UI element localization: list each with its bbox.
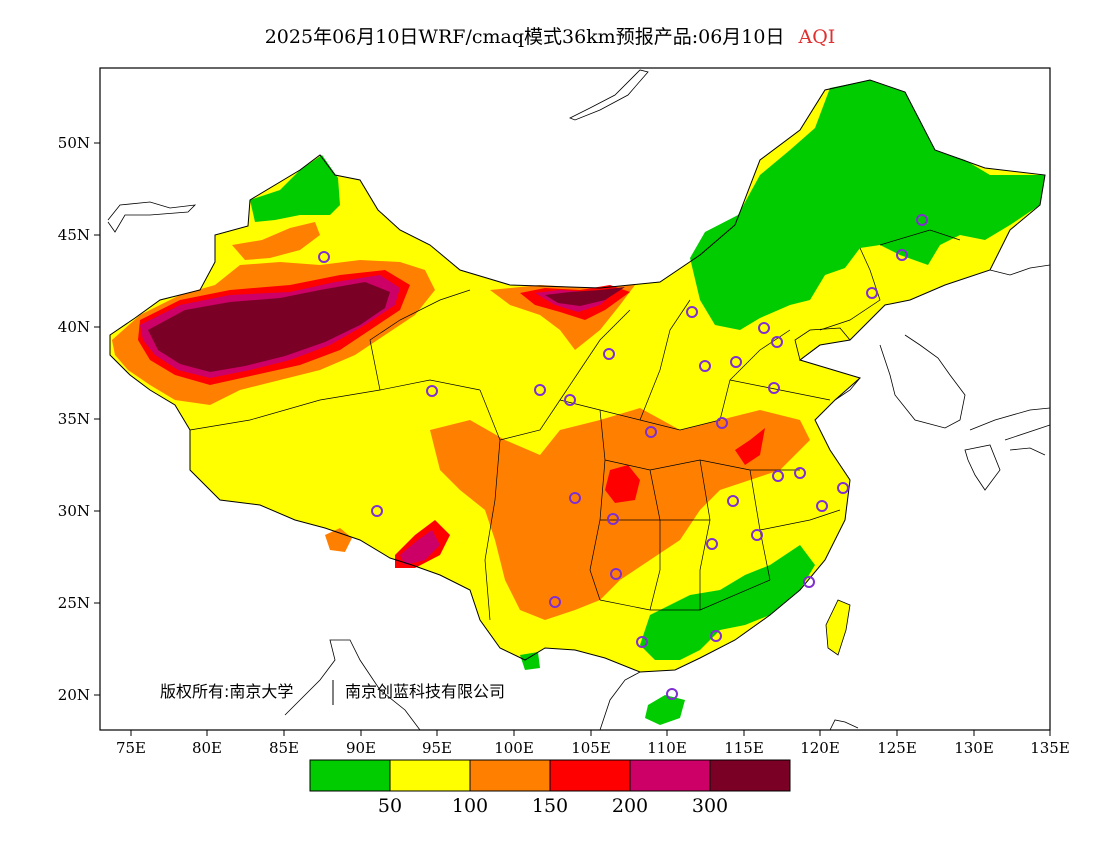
x-tick-label: 95E bbox=[422, 739, 452, 757]
station-marker bbox=[727, 495, 739, 507]
station-marker bbox=[758, 322, 770, 334]
title-text: 2025年06月10日WRF/cmaq模式36km预报产品:06月10日 bbox=[264, 26, 785, 48]
title-variable: AQI bbox=[798, 26, 836, 48]
station-marker bbox=[645, 426, 657, 438]
legend-swatch bbox=[709, 759, 791, 792]
station-marker bbox=[768, 382, 780, 394]
x-tick-label: 125E bbox=[877, 739, 917, 757]
station-marker bbox=[569, 492, 581, 504]
aqi-hazardous-gansu bbox=[545, 287, 625, 306]
coastlines bbox=[107, 69, 1050, 730]
x-tick-label: 105E bbox=[571, 739, 611, 757]
map-title: 2025年06月10日WRF/cmaq模式36km预报产品:06月10日 AQI bbox=[0, 22, 1100, 49]
station-marker bbox=[896, 249, 908, 261]
aqi-unhealthy-hubei bbox=[735, 428, 765, 465]
station-marker bbox=[866, 287, 878, 299]
credit-company: 南京创蓝科技有限公司 bbox=[345, 682, 505, 701]
legend-label: 100 bbox=[452, 795, 488, 817]
station-marker bbox=[803, 576, 815, 588]
aqi-good-yunnan bbox=[520, 652, 540, 670]
x-tick-label: 120E bbox=[800, 739, 840, 757]
legend-swatch bbox=[549, 759, 631, 792]
station-marker bbox=[794, 467, 806, 479]
legend-swatch bbox=[629, 759, 711, 792]
legend-label: 300 bbox=[692, 795, 728, 817]
station-marker bbox=[607, 513, 619, 525]
aqi-good-south bbox=[640, 545, 815, 660]
station-marker bbox=[686, 306, 698, 318]
taiwan-region bbox=[825, 599, 851, 656]
aqi-good-northwest bbox=[250, 155, 340, 222]
y-tick-label: 30N bbox=[58, 502, 90, 520]
station-marker bbox=[564, 394, 576, 406]
aqi-unhealthy-chongqing bbox=[605, 465, 640, 503]
station-marker bbox=[837, 482, 849, 494]
x-tick-label: 100E bbox=[494, 739, 534, 757]
x-tick-label: 80E bbox=[192, 739, 222, 757]
station-marker bbox=[534, 384, 546, 396]
map-frame bbox=[99, 67, 1051, 731]
station-marker bbox=[772, 470, 784, 482]
x-tick-label: 85E bbox=[269, 739, 299, 757]
legend-colorbar bbox=[309, 759, 791, 792]
y-tick-label: 20N bbox=[58, 686, 90, 704]
station-marker bbox=[816, 500, 828, 512]
station-marker bbox=[426, 385, 438, 397]
legend-swatch bbox=[309, 759, 391, 792]
y-tick-label: 45N bbox=[58, 226, 90, 244]
legend-swatch bbox=[469, 759, 551, 792]
legend-swatch bbox=[389, 759, 471, 792]
station-marker bbox=[610, 568, 622, 580]
aqi-sensitive-tibet bbox=[325, 528, 352, 552]
station-marker bbox=[318, 251, 330, 263]
aqi-sensitive-sichuan bbox=[430, 408, 810, 620]
station-marker bbox=[916, 214, 928, 226]
station-marker bbox=[751, 529, 763, 541]
station-marker bbox=[730, 356, 742, 368]
legend-label: 50 bbox=[378, 795, 402, 817]
x-axis bbox=[130, 730, 1051, 736]
x-tick-label: 130E bbox=[954, 739, 994, 757]
station-marker bbox=[706, 538, 718, 550]
x-tick-label: 110E bbox=[647, 739, 687, 757]
aqi-sensitive-xinjiang-north bbox=[232, 222, 320, 260]
aqi-good-hainan bbox=[645, 695, 685, 725]
aqi-good-northeast bbox=[690, 80, 1045, 330]
station-marker bbox=[636, 636, 648, 648]
x-tick-label: 115E bbox=[724, 739, 764, 757]
legend-label: 200 bbox=[612, 795, 648, 817]
station-marker bbox=[710, 630, 722, 642]
station-marker bbox=[771, 336, 783, 348]
station-marker bbox=[716, 417, 728, 429]
y-axis bbox=[94, 142, 100, 696]
map-area: 版权所有:南京大学 南京创蓝科技有限公司 bbox=[107, 69, 1050, 730]
y-tick-label: 40N bbox=[58, 318, 90, 336]
y-tick-label: 25N bbox=[58, 594, 90, 612]
legend-label: 150 bbox=[532, 795, 568, 817]
station-markers bbox=[318, 214, 928, 700]
station-marker bbox=[371, 505, 383, 517]
y-tick-label: 50N bbox=[58, 134, 90, 152]
x-tick-label: 75E bbox=[116, 739, 146, 757]
aqi-very-unhealthy-tibet-se bbox=[400, 530, 440, 565]
station-marker bbox=[549, 596, 561, 608]
aqi-hazardous-taklimakan bbox=[148, 282, 390, 372]
credit-owner: 版权所有:南京大学 bbox=[160, 682, 293, 701]
station-marker bbox=[603, 348, 615, 360]
station-marker bbox=[699, 360, 711, 372]
x-tick-label: 135E bbox=[1030, 739, 1070, 757]
x-tick-label: 90E bbox=[346, 739, 376, 757]
station-marker bbox=[666, 688, 678, 700]
y-tick-label: 35N bbox=[58, 410, 90, 428]
